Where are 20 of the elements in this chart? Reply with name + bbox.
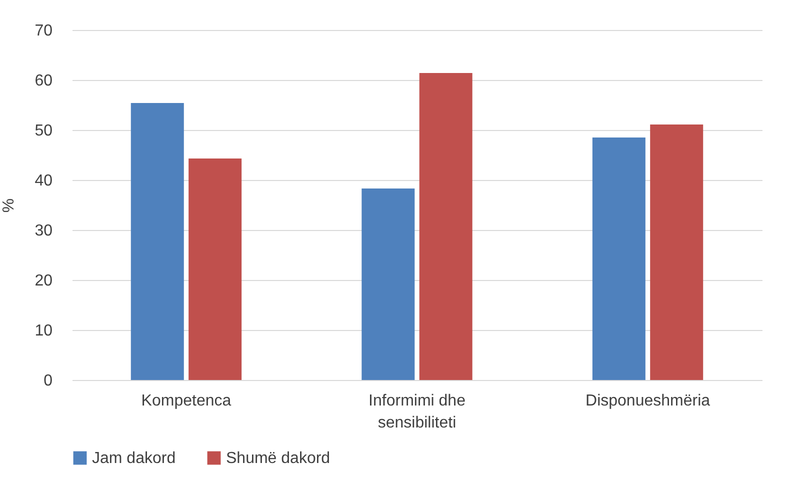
y-tick-label: 20 <box>34 272 53 290</box>
y-tick-label: 60 <box>34 72 53 90</box>
x-tick-label: Disponueshmëria <box>586 392 710 410</box>
bar <box>362 188 415 380</box>
x-tick-label: Informimi dhe sensibiliteti <box>368 392 466 432</box>
bar <box>188 158 242 380</box>
y-tick-label: 10 <box>34 322 53 340</box>
bar <box>650 124 704 380</box>
legend-label: Shumë dakord <box>226 450 330 467</box>
bar <box>130 103 184 380</box>
bar <box>592 138 646 380</box>
bar <box>419 73 472 380</box>
legend-label: Jam dakord <box>92 450 176 467</box>
y-tick-label: 70 <box>34 22 53 40</box>
y-tick-label: 0 <box>44 372 53 390</box>
y-tick-label: 40 <box>34 172 53 190</box>
y-axis-title: % <box>0 198 18 213</box>
x-tick-label: Kompetenca <box>141 392 232 410</box>
y-tick-label: 30 <box>34 222 53 240</box>
y-tick-label: 50 <box>34 122 53 140</box>
